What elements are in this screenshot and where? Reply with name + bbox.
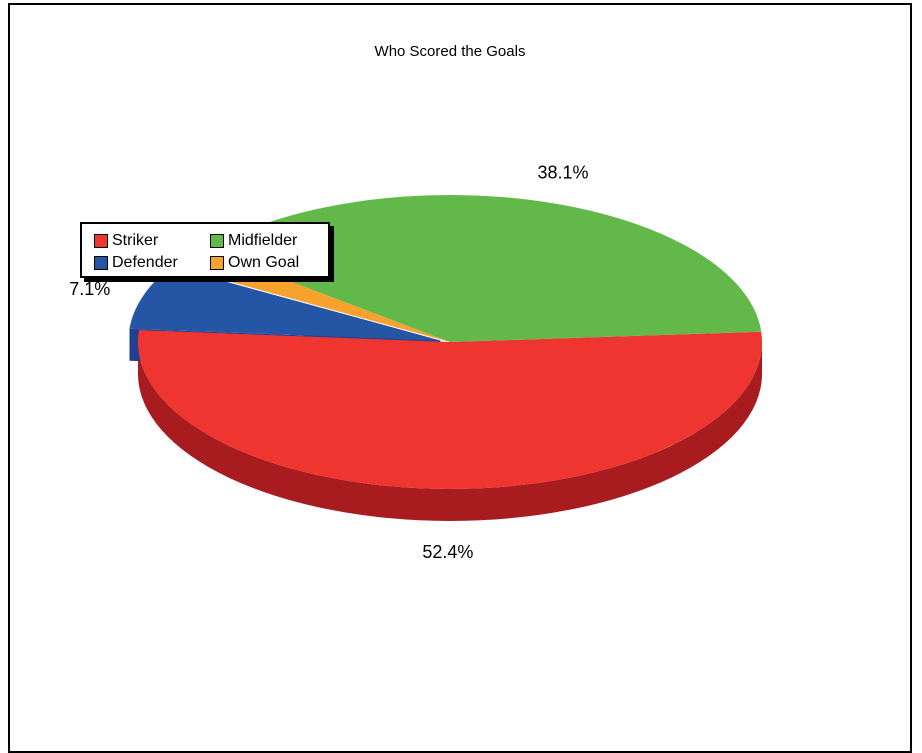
pie-slice-midfielder: [206, 195, 762, 342]
pie-label-midfielder: 38.1%: [537, 162, 588, 182]
legend-swatch-defender: [94, 256, 108, 270]
legend-swatch-striker: [94, 234, 108, 248]
legend: Striker Midfielder Defender Own Goal: [80, 222, 330, 278]
pie-label-striker: 52.4%: [422, 542, 473, 562]
pie-slice-striker: [137, 330, 762, 490]
legend-label-own-goal: Own Goal: [228, 254, 300, 271]
legend-label-striker: Striker: [112, 232, 159, 249]
legend-label-defender: Defender: [112, 254, 178, 271]
pie-label-defender: 7.1%: [69, 279, 110, 299]
chart-frame: Who Scored the Goals 52.4%7.1%2.4%38.1% …: [8, 3, 912, 753]
legend-swatch-midfielder: [210, 234, 224, 248]
legend-item-defender: Defender: [94, 252, 210, 274]
legend-label-midfielder: Midfielder: [228, 232, 298, 249]
legend-swatch-own-goal: [210, 256, 224, 270]
legend-item-midfielder: Midfielder: [210, 230, 338, 252]
legend-item-striker: Striker: [94, 230, 210, 252]
pie-side-striker: [138, 342, 762, 521]
chart-title: Who Scored the Goals: [374, 43, 526, 60]
pie-slice-defender: [129, 266, 441, 341]
legend-item-own-goal: Own Goal: [210, 252, 338, 274]
pie-chart: 52.4%7.1%2.4%38.1%: [69, 162, 762, 562]
